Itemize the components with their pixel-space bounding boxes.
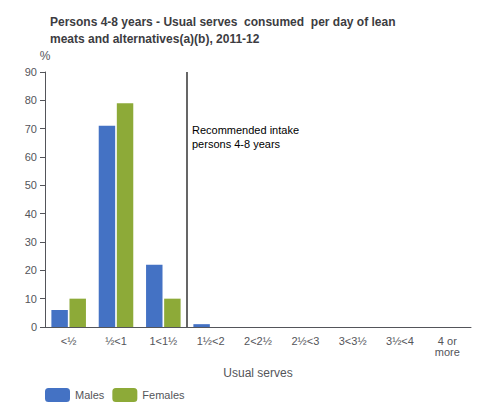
svg-text:50: 50 [25, 179, 37, 191]
svg-text:0: 0 [31, 321, 37, 333]
svg-text:meats and alternatives(a)(b),: meats and alternatives(a)(b), 2011-12 [50, 32, 260, 46]
svg-text:2½<3: 2½<3 [291, 335, 319, 347]
svg-text:½<1: ½<1 [105, 335, 127, 347]
svg-text:persons 4-8 years: persons 4-8 years [192, 138, 281, 150]
svg-text:40: 40 [25, 208, 37, 220]
svg-text:4 or: 4 or [437, 334, 457, 347]
svg-text:Usual serves: Usual serves [223, 366, 292, 380]
svg-text:80: 80 [25, 94, 37, 106]
svg-text:more: more [435, 346, 460, 358]
svg-text:<½: <½ [61, 335, 77, 347]
svg-text:90: 90 [25, 66, 37, 78]
svg-text:30: 30 [25, 236, 37, 248]
svg-text:1<1½: 1<1½ [149, 335, 177, 347]
svg-text:Persons 4-8 years - Usual serv: Persons 4-8 years - Usual serves consume… [50, 15, 396, 29]
svg-text:70: 70 [25, 123, 37, 135]
svg-text:60: 60 [25, 151, 37, 163]
svg-text:10: 10 [25, 293, 37, 305]
svg-text:3½<4: 3½<4 [386, 335, 414, 347]
svg-text:%: % [40, 49, 51, 63]
svg-text:1½<2: 1½<2 [197, 335, 225, 347]
svg-text:Females: Females [142, 389, 185, 401]
svg-text:2<2½: 2<2½ [244, 335, 272, 347]
svg-text:20: 20 [25, 264, 37, 276]
svg-text:Males: Males [75, 389, 105, 401]
svg-text:3<3½: 3<3½ [339, 335, 367, 347]
svg-text:Recommended intake: Recommended intake [192, 124, 299, 136]
